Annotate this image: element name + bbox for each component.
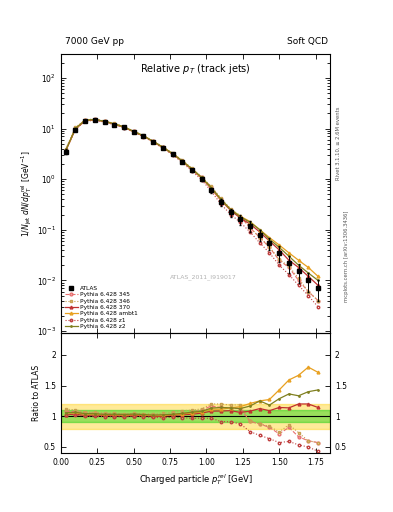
Legend: ATLAS, Pythia 6.428 345, Pythia 6.428 346, Pythia 6.428 370, Pythia 6.428 ambt1,: ATLAS, Pythia 6.428 345, Pythia 6.428 34… xyxy=(64,285,139,330)
Y-axis label: Ratio to ATLAS: Ratio to ATLAS xyxy=(32,365,41,421)
Text: Relative $p_T$ (track jets): Relative $p_T$ (track jets) xyxy=(140,62,251,76)
Text: Soft QCD: Soft QCD xyxy=(287,37,328,46)
Text: Rivet 3.1.10, ≥ 2.6M events: Rivet 3.1.10, ≥ 2.6M events xyxy=(336,106,341,180)
Text: ATLAS_2011_I919017: ATLAS_2011_I919017 xyxy=(170,274,237,280)
Text: mcplots.cern.ch [arXiv:1306.3436]: mcplots.cern.ch [arXiv:1306.3436] xyxy=(344,210,349,302)
Y-axis label: $1/N_{\rm jet}\;dN/dp_T^{\rm rel}\ [{\rm GeV}^{-1}]$: $1/N_{\rm jet}\;dN/dp_T^{\rm rel}\ [{\rm… xyxy=(20,151,34,237)
X-axis label: Charged particle $p_T^{rel}$ [GeV]: Charged particle $p_T^{rel}$ [GeV] xyxy=(139,473,252,487)
Text: 7000 GeV pp: 7000 GeV pp xyxy=(65,37,124,46)
